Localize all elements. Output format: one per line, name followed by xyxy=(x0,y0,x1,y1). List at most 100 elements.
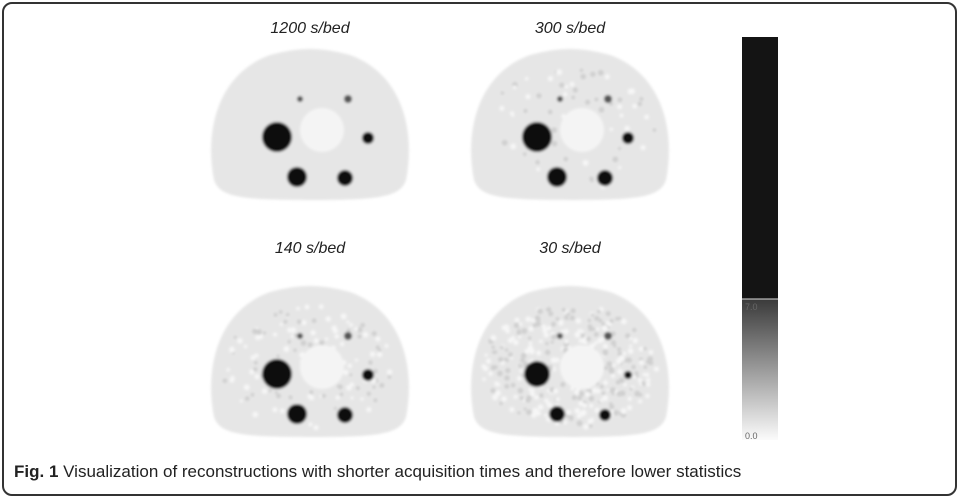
noise-speckle xyxy=(582,403,587,408)
noise-speckle xyxy=(585,100,590,105)
noise-speckle xyxy=(254,361,258,365)
noise-speckle xyxy=(494,381,499,386)
noise-speckle xyxy=(535,408,538,411)
noise-speckle xyxy=(623,352,627,356)
noise-speckle xyxy=(551,341,554,344)
noise-speckle xyxy=(604,366,608,370)
noise-speckle xyxy=(617,347,621,351)
noise-speckle xyxy=(601,322,605,326)
noise-speckle xyxy=(563,157,568,162)
noise-speckle xyxy=(536,167,540,171)
caption: Fig. 1 Visualization of reconstructions … xyxy=(14,462,741,482)
hot-sphere xyxy=(337,170,353,186)
noise-speckle xyxy=(312,318,317,323)
noise-speckle xyxy=(521,328,527,334)
noise-speckle xyxy=(603,351,608,356)
noise-speckle xyxy=(513,85,517,89)
noise-speckle xyxy=(598,319,602,323)
noise-speckle xyxy=(255,335,260,340)
noise-speckle xyxy=(485,354,488,357)
noise-speckle xyxy=(279,310,283,314)
noise-speckle xyxy=(237,338,243,344)
noise-speckle xyxy=(499,402,503,406)
noise-speckle xyxy=(589,424,593,428)
hot-sphere xyxy=(362,369,374,381)
noise-speckle xyxy=(244,345,248,349)
noise-speckle xyxy=(360,397,363,400)
noise-speckle xyxy=(532,323,536,327)
noise-speckle xyxy=(576,318,582,324)
noise-speckle xyxy=(535,160,539,164)
noise-speckle xyxy=(490,335,496,341)
noise-speckle xyxy=(349,373,352,376)
noise-speckle xyxy=(283,346,289,352)
noise-speckle xyxy=(571,308,576,313)
noise-speckle xyxy=(553,388,558,393)
noise-speckle xyxy=(551,334,556,339)
noise-speckle xyxy=(577,329,581,333)
noise-speckle xyxy=(548,76,553,81)
noise-speckle xyxy=(531,412,537,418)
noise-speckle xyxy=(340,342,344,346)
noise-speckle xyxy=(594,332,599,337)
noise-speckle xyxy=(498,357,503,362)
hot-sphere xyxy=(624,371,632,379)
noise-speckle xyxy=(276,355,279,358)
noise-speckle xyxy=(643,347,646,350)
noise-speckle xyxy=(611,340,616,345)
noise-speckle xyxy=(523,109,527,113)
noise-speckle xyxy=(579,411,584,416)
noise-speckle xyxy=(521,353,527,359)
noise-speckle xyxy=(348,364,352,368)
noise-speckle xyxy=(283,320,287,324)
noise-speckle xyxy=(573,87,578,92)
hot-sphere xyxy=(549,406,565,422)
noise-speckle xyxy=(511,114,514,117)
caption-label: Fig. 1 xyxy=(14,462,58,481)
noise-speckle xyxy=(639,347,644,352)
noise-speckle xyxy=(556,317,560,321)
noise-speckle xyxy=(602,395,608,401)
noise-speckle xyxy=(505,348,508,351)
noise-speckle xyxy=(379,383,384,388)
noise-speckle xyxy=(552,141,558,147)
noise-speckle xyxy=(244,384,250,390)
noise-speckle xyxy=(551,322,556,327)
noise-speckle xyxy=(387,369,392,374)
noise-speckle xyxy=(596,327,599,330)
noise-speckle xyxy=(229,378,234,383)
noise-speckle xyxy=(549,311,552,314)
noise-speckle xyxy=(542,325,546,329)
noise-speckle xyxy=(290,327,296,333)
noise-speckle xyxy=(322,394,326,398)
noise-speckle xyxy=(627,405,632,410)
phantom xyxy=(471,49,669,200)
panel-title: 30 s/bed xyxy=(539,240,601,257)
noise-speckle xyxy=(525,316,531,322)
noise-speckle xyxy=(373,398,377,402)
noise-speckle xyxy=(615,317,619,321)
colorbar-gradient xyxy=(742,299,778,440)
noise-speckle xyxy=(654,367,659,372)
noise-speckle xyxy=(625,126,630,131)
noise-speckle xyxy=(368,360,373,365)
noise-speckle xyxy=(234,336,237,339)
noise-speckle xyxy=(301,340,307,346)
noise-speckle xyxy=(536,93,541,98)
noise-speckle xyxy=(645,394,649,398)
noise-speckle xyxy=(592,388,598,394)
hot-sphere xyxy=(297,96,303,102)
noise-speckle xyxy=(555,397,559,401)
noise-speckle xyxy=(275,391,278,394)
hot-sphere xyxy=(524,361,550,387)
noise-speckle xyxy=(640,145,645,150)
noise-speckle xyxy=(634,391,640,397)
hot-sphere xyxy=(297,333,303,339)
noise-speckle xyxy=(609,368,615,374)
noise-speckle xyxy=(574,408,580,414)
noise-speckle xyxy=(385,344,389,348)
noise-speckle xyxy=(603,380,608,385)
noise-speckle xyxy=(520,396,524,400)
noise-speckle xyxy=(336,396,340,400)
noise-speckle xyxy=(583,424,589,430)
